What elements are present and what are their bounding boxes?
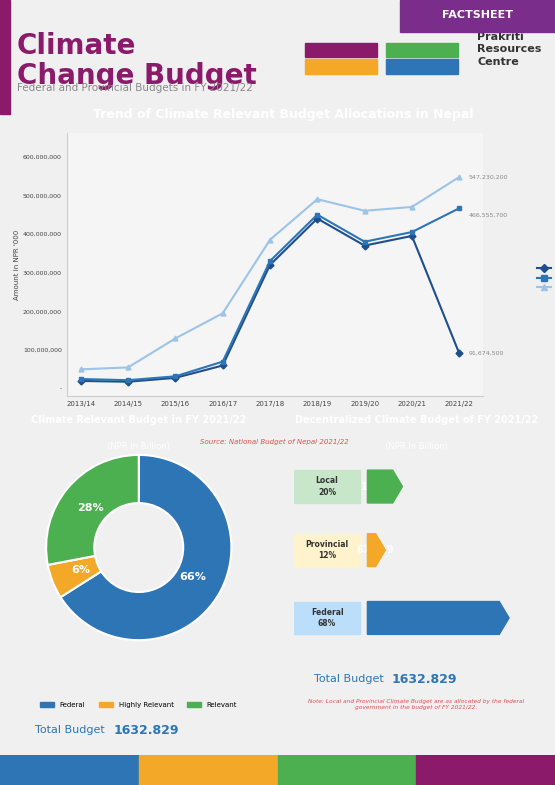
Text: 109.516: 109.516 <box>361 481 405 491</box>
Text: 369.885: 369.885 <box>409 613 453 623</box>
Text: Provincial
12%: Provincial 12% <box>306 540 349 560</box>
Text: 6%: 6% <box>72 565 90 575</box>
Wedge shape <box>60 455 231 640</box>
Text: (NPR In Billion): (NPR In Billion) <box>385 442 448 451</box>
Text: Total Budget: Total Budget <box>35 725 108 735</box>
FancyBboxPatch shape <box>294 601 360 634</box>
Bar <box>0 0 10 114</box>
FancyArrow shape <box>367 470 402 503</box>
Text: 1632.829: 1632.829 <box>392 673 457 685</box>
Text: Federal
68%: Federal 68% <box>311 608 344 628</box>
Bar <box>386 42 458 57</box>
Wedge shape <box>48 556 101 597</box>
FancyBboxPatch shape <box>400 0 555 32</box>
FancyBboxPatch shape <box>294 470 360 503</box>
Bar <box>305 59 377 74</box>
Text: 91,674,500: 91,674,500 <box>468 351 504 356</box>
Text: Prakriti
Resources
Centre: Prakriti Resources Centre <box>477 32 542 67</box>
FancyArrow shape <box>367 534 385 567</box>
FancyArrow shape <box>367 601 509 634</box>
Text: 28%: 28% <box>78 503 104 513</box>
Text: FACTSHEET: FACTSHEET <box>442 10 513 20</box>
Bar <box>139 755 278 785</box>
FancyBboxPatch shape <box>294 534 360 567</box>
Text: 466,555,700: 466,555,700 <box>468 213 508 217</box>
Bar <box>0 755 139 785</box>
Text: Trend of Climate Relevant Budget Allocations in Nepal: Trend of Climate Relevant Budget Allocat… <box>93 108 473 121</box>
Text: Federal and Provincial Budgets in FY 2021/22: Federal and Provincial Budgets in FY 202… <box>17 83 253 93</box>
Wedge shape <box>46 455 139 565</box>
Bar <box>278 755 416 785</box>
Text: Local
20%: Local 20% <box>316 476 339 497</box>
Text: (NPR In Billion): (NPR In Billion) <box>107 442 170 451</box>
Bar <box>416 755 555 785</box>
Bar <box>305 42 377 57</box>
Text: Climate
Change Budget: Climate Change Budget <box>17 32 256 90</box>
Text: Climate Relevant Budget in FY 2021/22: Climate Relevant Budget in FY 2021/22 <box>31 414 246 425</box>
Legend: Federal, Highly Relevant, Relevant: Federal, Highly Relevant, Relevant <box>37 699 240 710</box>
Text: 1632.829: 1632.829 <box>113 724 179 736</box>
Text: Decentralized Climate Budget of FY 2021/22: Decentralized Climate Budget of FY 2021/… <box>295 414 538 425</box>
Text: Source: National Budget of Nepal 2021/22: Source: National Budget of Nepal 2021/22 <box>200 439 349 444</box>
Legend: Highly Relevant, Relevant, Total Climate Relevant: Highly Relevant, Relevant, Total Climate… <box>534 263 555 294</box>
Text: 67.829: 67.829 <box>357 545 394 555</box>
Bar <box>386 59 458 74</box>
Text: Note: Local and Provincial Climate Budget are as allocated by the federal
govern: Note: Local and Provincial Climate Budge… <box>308 699 524 710</box>
Text: Total Budget: Total Budget <box>314 674 387 684</box>
Y-axis label: Amount in NPR '000: Amount in NPR '000 <box>14 230 20 300</box>
Text: 547,230,200: 547,230,200 <box>468 174 508 180</box>
Text: 66%: 66% <box>180 572 206 582</box>
